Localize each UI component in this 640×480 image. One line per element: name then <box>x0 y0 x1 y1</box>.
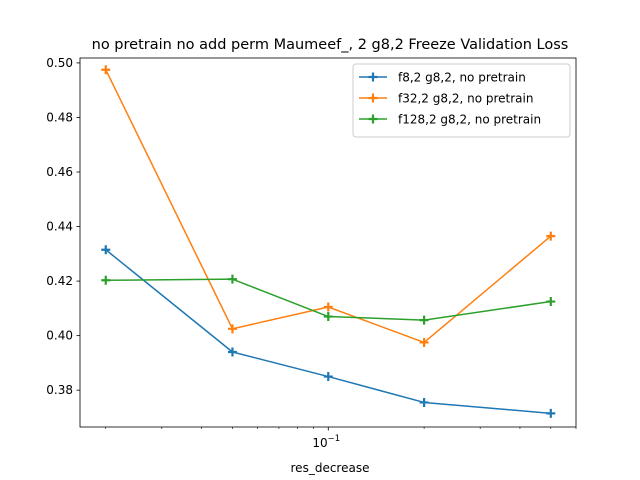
legend-marker-3 <box>368 114 378 124</box>
y-tick-label: 0.46 <box>46 165 73 179</box>
data-point-s2-3 <box>323 302 333 312</box>
data-point-s3-5 <box>546 297 556 307</box>
legend-marker-2 <box>368 93 378 103</box>
y-tick-label: 0.50 <box>46 56 73 70</box>
data-point-s1-4 <box>419 397 429 407</box>
y-tick-label: 0.42 <box>46 274 73 288</box>
data-point-s1-3 <box>323 372 333 382</box>
y-tick-label: 0.40 <box>46 329 73 343</box>
y-tick-label: 0.48 <box>46 110 73 124</box>
plot-area: 0.38 0.40 0.42 0.44 0.46 0.48 0.50 10−1 <box>46 56 577 450</box>
data-point-s3-3 <box>323 312 333 322</box>
data-point-s2-4 <box>419 337 429 347</box>
x-tick-label: 10−1 <box>312 434 340 450</box>
data-point-s3-2 <box>227 274 237 284</box>
legend: f8,2 g8,2, no pretrain f32,2 g8,2, no pre… <box>352 63 571 138</box>
legend-box <box>352 63 571 138</box>
data-point-s3-4 <box>419 315 429 325</box>
y-tick-label: 0.44 <box>46 220 73 234</box>
data-point-s2-5 <box>546 231 556 241</box>
y-tick-label: 0.38 <box>46 383 73 397</box>
data-point-s3-1 <box>101 275 111 285</box>
chart-title: no pretrain no add perm Maumeef_, 2 g8,2… <box>92 37 569 53</box>
data-point-s1-5 <box>546 408 556 418</box>
legend-label-1: f8,2 g8,2, no pretrain <box>398 71 526 85</box>
legend-marker-1 <box>368 72 378 82</box>
data-point-s2-1 <box>101 65 111 75</box>
legend-label-3: f128,2 g8,2, no pretrain <box>398 113 541 127</box>
data-point-s2-2 <box>227 324 237 334</box>
data-point-s1-1 <box>101 245 111 255</box>
data-point-s1-2 <box>227 347 237 357</box>
x-axis-label: res_decrease <box>291 461 370 475</box>
legend-label-2: f32,2 g8,2, no pretrain <box>398 92 533 106</box>
